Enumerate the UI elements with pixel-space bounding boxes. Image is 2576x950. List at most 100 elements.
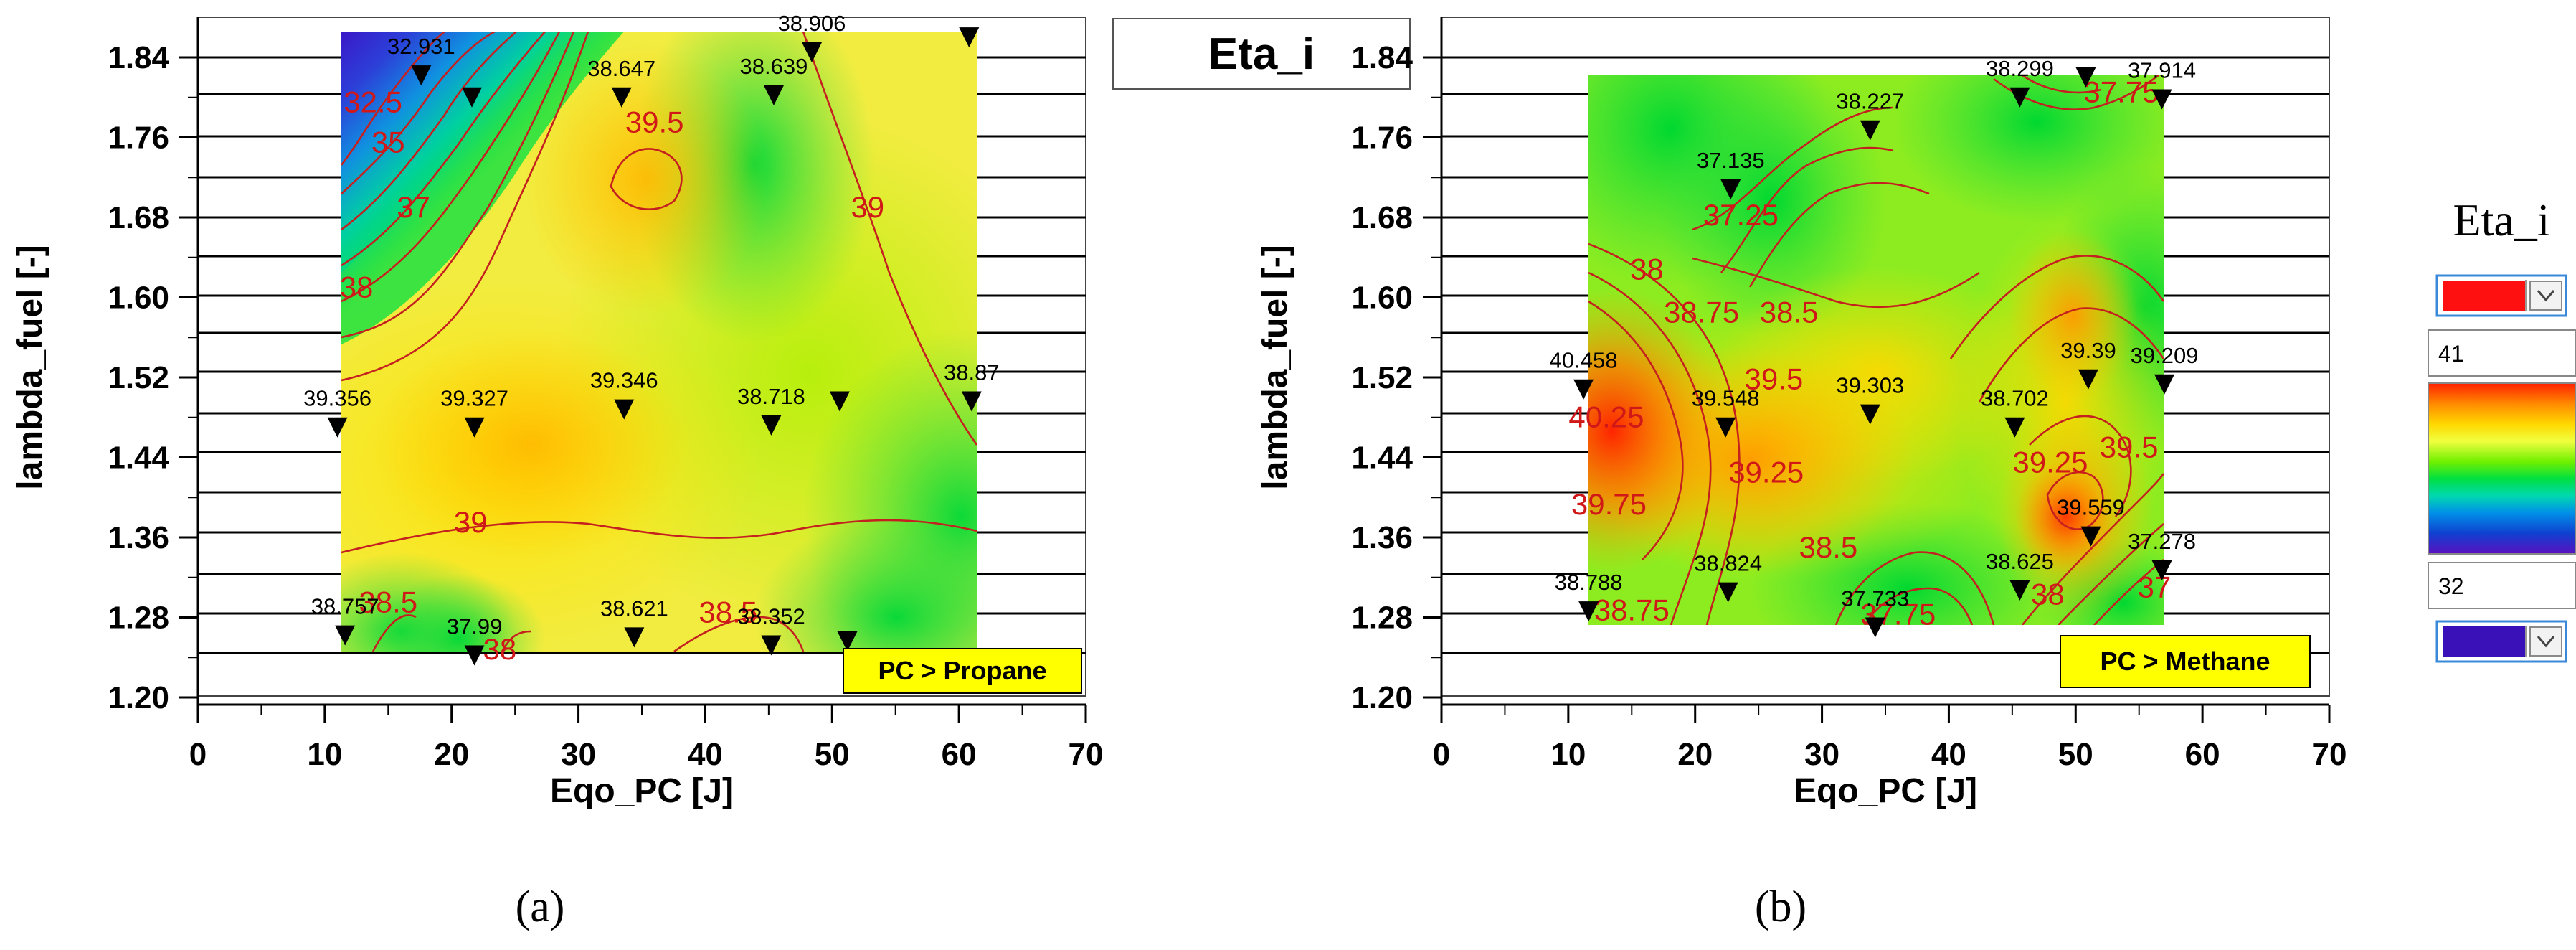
chevron-down-icon xyxy=(2537,636,2555,648)
y-tick-label: 1.76 xyxy=(1351,121,1413,156)
y-tick-label: 1.36 xyxy=(108,520,169,555)
min-color-picker[interactable] xyxy=(2435,620,2567,663)
data-point-label: 37.135 xyxy=(1697,148,1765,173)
max-color-dropdown-button[interactable] xyxy=(2529,281,2562,311)
title-box: Eta_i xyxy=(1112,18,1411,90)
data-point-marker xyxy=(464,417,485,438)
y-tick-label: 1.52 xyxy=(108,360,169,395)
y-tick-label: 1.20 xyxy=(108,680,169,715)
color-legend: Eta_i 41 32 xyxy=(2428,194,2576,663)
contour-label: 39.25 xyxy=(1728,455,1804,489)
data-point-label: 38.788 xyxy=(1555,570,1623,595)
min-color-dropdown-button[interactable] xyxy=(2529,626,2562,657)
contour-label: 39 xyxy=(851,190,884,224)
contour-label: 38 xyxy=(2031,577,2065,611)
chart-title: Eta_i xyxy=(1208,29,1315,79)
data-point-marker xyxy=(2151,560,2172,580)
x-axis-title-b: Eqo_PC [J] xyxy=(1794,772,1977,810)
contour-label: 39.5 xyxy=(1744,362,1803,396)
max-value-field[interactable] xyxy=(2428,329,2576,377)
data-point-label: 39.39 xyxy=(2060,338,2116,363)
subplot-label-a: (a) xyxy=(516,883,565,931)
data-point-marker xyxy=(1715,417,1736,438)
data-point-label: 38.299 xyxy=(1986,56,2054,81)
max-color-swatch xyxy=(2443,281,2526,311)
chevron-down-icon xyxy=(2537,290,2555,302)
data-point-label: 38.621 xyxy=(600,596,668,621)
contour-label: 38 xyxy=(483,632,517,666)
data-point-label: 39.303 xyxy=(1836,373,1904,398)
x-tick-label: 10 xyxy=(307,737,342,772)
y-tick-label: 1.20 xyxy=(1351,680,1413,715)
data-point-marker xyxy=(1865,617,1885,638)
y-axis-b: 1.20 1.28 1.36 1.44 1.52 1.60 1.68 1.76 1.84 xyxy=(1351,17,1443,715)
data-point-marker xyxy=(837,631,858,652)
data-point-marker xyxy=(1720,179,1741,199)
max-color-picker[interactable] xyxy=(2435,274,2567,317)
y-tick-label: 1.60 xyxy=(1351,281,1413,316)
data-point-marker xyxy=(761,415,782,436)
heatmap-b xyxy=(1588,75,2164,625)
x-tick-label: 50 xyxy=(2058,737,2093,772)
y-tick-label: 1.60 xyxy=(108,281,169,316)
y-axis-title-a: lambda_fuel [-] xyxy=(11,245,49,489)
data-point-marker xyxy=(2009,87,2030,108)
x-tick-label: 70 xyxy=(2312,737,2347,772)
y-tick-label: 1.68 xyxy=(1351,200,1413,235)
contour-label: 37.75 xyxy=(2083,75,2159,109)
data-point-label: 37.914 xyxy=(2128,58,2196,83)
data-point-label: 38.718 xyxy=(737,384,805,409)
contour-label: 37.25 xyxy=(1703,198,1779,232)
data-point-label: 37.733 xyxy=(1841,585,1909,611)
contours-a xyxy=(341,32,977,652)
data-point-marker xyxy=(611,87,632,108)
contour-label: 38 xyxy=(1630,252,1664,286)
data-points-a: 32.931 38.647 38.639 38.906 39.356 39.327 39.3… xyxy=(303,11,1000,666)
color-scale-bar xyxy=(2428,382,2576,555)
contour-label: 39.75 xyxy=(1571,487,1647,521)
y-axis-a: 1.20 1.28 1.36 1.44 1.52 1.60 1.68 1.76 1.84 xyxy=(108,17,199,715)
contour-label: 38.75 xyxy=(1594,593,1670,627)
contour-label: 39 xyxy=(454,505,488,539)
x-tick-label: 20 xyxy=(434,737,469,772)
y-tick-label: 1.84 xyxy=(1351,40,1413,75)
y-tick-label: 1.84 xyxy=(108,40,169,75)
contour-label: 38.75 xyxy=(1664,295,1739,329)
data-point-marker xyxy=(761,635,782,656)
data-points-b: 38.299 37.914 38.227 37.135 40.458 39.548 39.3… xyxy=(1550,56,2199,638)
data-point-label: 38.647 xyxy=(587,56,655,81)
contour-label: 40.25 xyxy=(1568,400,1644,434)
series-tag-b: PC > Methane xyxy=(2060,635,2311,688)
series-tag-a: PC > Propane xyxy=(843,648,1082,694)
contour-label: 38.5 xyxy=(1799,530,1858,564)
y-tick-label: 1.28 xyxy=(108,601,169,636)
contour-label: 38.5 xyxy=(359,585,417,619)
data-point-marker xyxy=(2154,374,2175,395)
y-tick-label: 1.52 xyxy=(1351,360,1413,395)
contour-label: 35 xyxy=(371,125,405,159)
x-tick-label: 40 xyxy=(688,737,723,772)
data-point-marker xyxy=(464,645,485,666)
data-point-label: 39.209 xyxy=(2131,343,2199,368)
min-value-field[interactable] xyxy=(2428,562,2576,609)
contour-labels-a: 32.5 35 37 39.5 39 38 39 38.5 38.5 38 xyxy=(340,85,884,666)
data-point-label: 38.227 xyxy=(1836,89,1904,114)
subplot-a: 32.5 35 37 39.5 39 38 39 38.5 38.5 38 32.931 38.64… xyxy=(11,11,1103,931)
data-point-marker xyxy=(335,625,356,646)
contour-label: 32.5 xyxy=(344,85,402,119)
series-tag-label-a: PC > Propane xyxy=(878,656,1046,685)
data-point-marker xyxy=(462,87,483,108)
data-point-marker xyxy=(1573,379,1594,400)
min-color-swatch xyxy=(2443,626,2526,657)
x-axis-a: 0 10 20 30 40 50 60 70 xyxy=(189,703,1103,772)
y-tick-label: 1.44 xyxy=(1351,441,1413,476)
data-point-marker xyxy=(2078,369,2098,390)
data-point-marker xyxy=(829,391,850,412)
data-point-marker xyxy=(2080,526,2101,547)
data-point-marker xyxy=(1860,120,1880,141)
data-point-marker xyxy=(1860,404,1880,425)
data-point-label: 38.757 xyxy=(311,594,379,619)
data-point-label: 39.548 xyxy=(1692,386,1760,411)
y-tick-label: 1.44 xyxy=(108,441,169,476)
x-tick-label: 0 xyxy=(1433,737,1450,772)
